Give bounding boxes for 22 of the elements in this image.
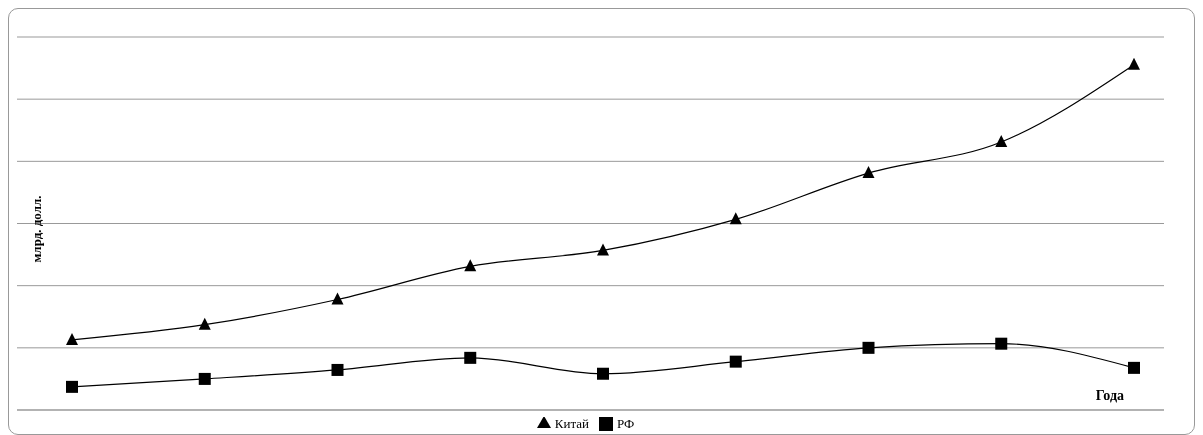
point — [66, 380, 78, 393]
point — [464, 259, 477, 272]
point — [597, 367, 609, 380]
point — [331, 292, 344, 305]
x-axis-title: Года — [1095, 388, 1124, 404]
point — [66, 332, 78, 345]
point — [198, 317, 211, 330]
point — [464, 351, 477, 364]
legend-label: РФ — [616, 416, 635, 431]
point — [995, 134, 1008, 147]
y-axis-title: млрд. долл. — [29, 195, 45, 263]
point — [862, 166, 875, 179]
point — [862, 341, 875, 354]
point — [1128, 361, 1140, 374]
point — [198, 372, 211, 385]
point — [331, 363, 344, 376]
point — [1128, 57, 1140, 70]
point — [597, 243, 609, 256]
point — [729, 212, 742, 225]
legend-label: Китай — [554, 416, 589, 431]
point — [995, 337, 1008, 350]
point — [729, 355, 742, 368]
